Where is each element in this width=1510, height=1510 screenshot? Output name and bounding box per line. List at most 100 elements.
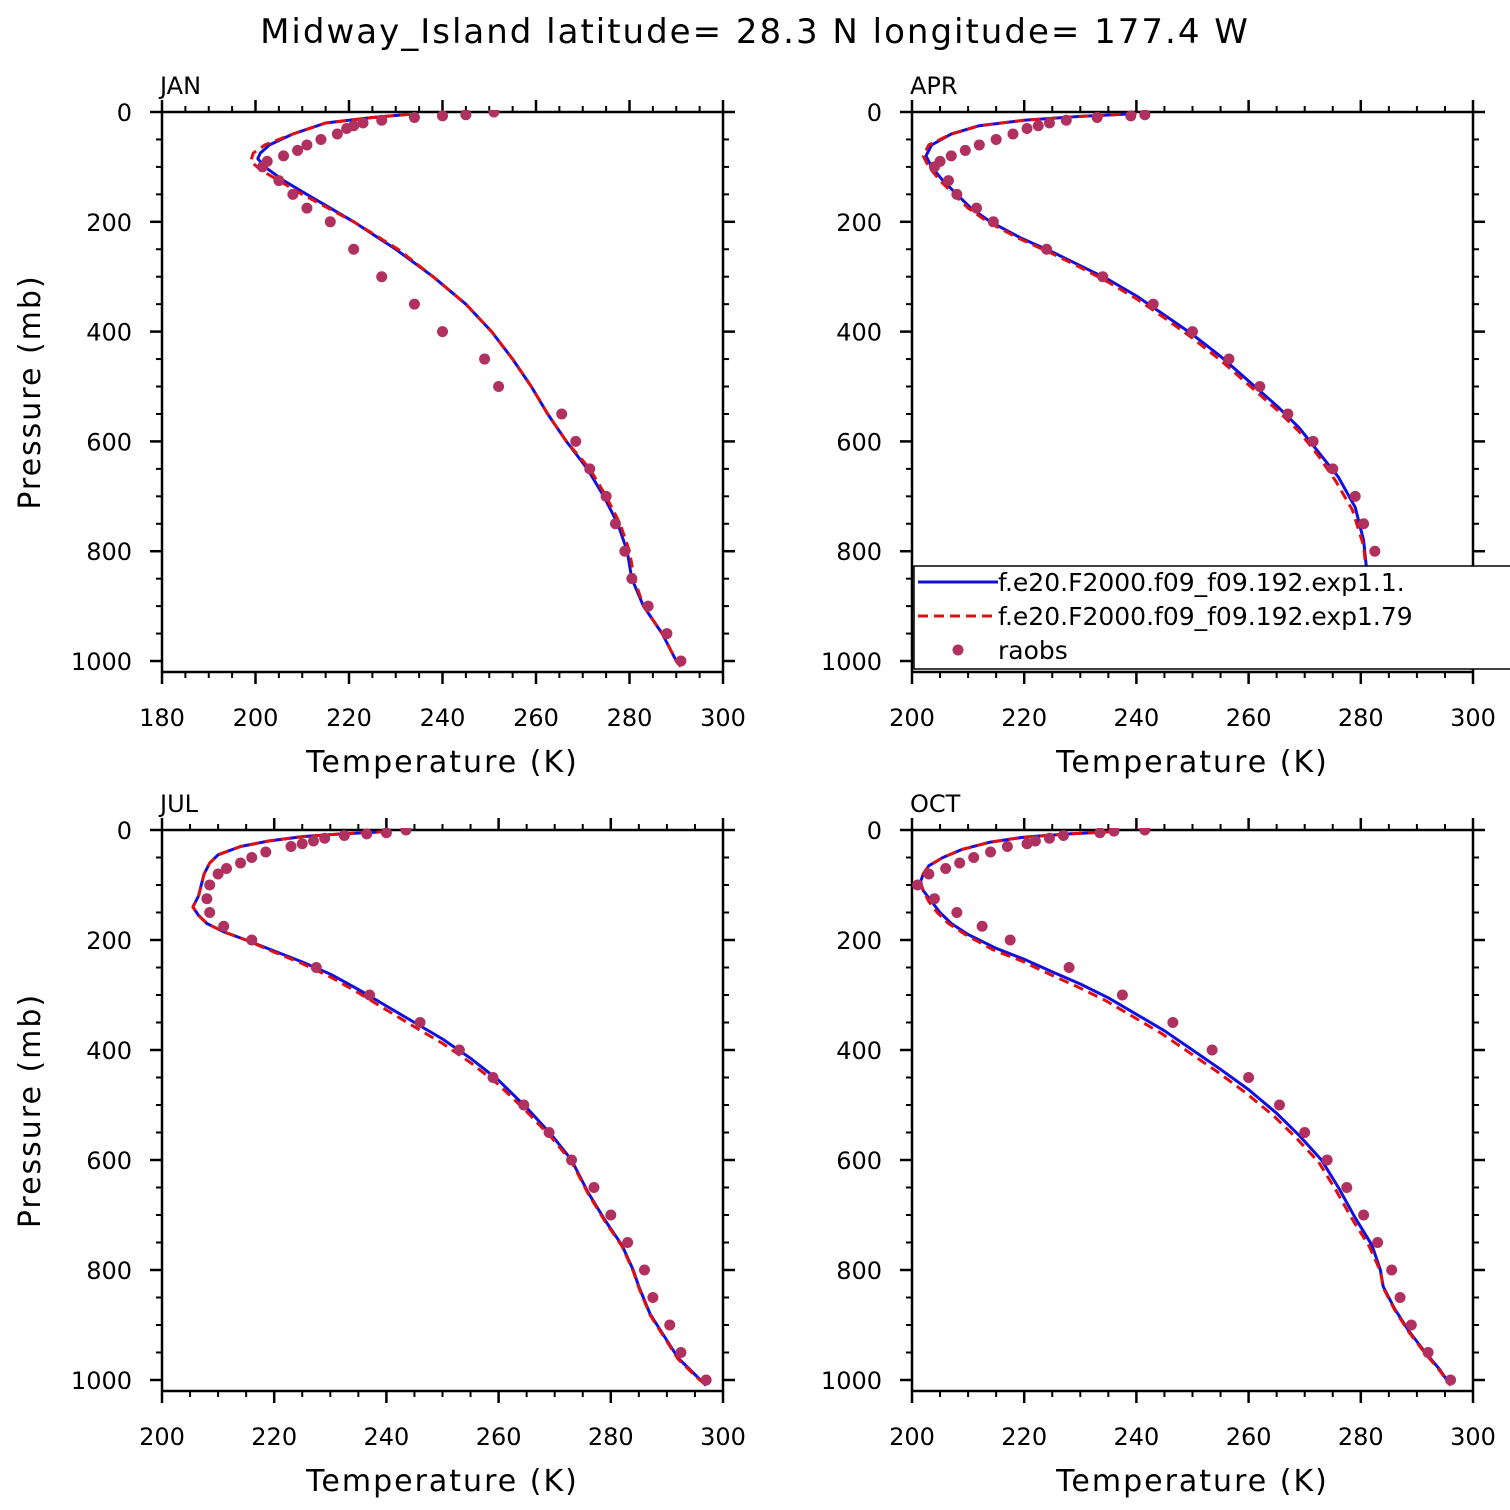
jul-plot-area: [191, 828, 712, 1387]
oct-raobs-point: [1445, 1374, 1457, 1386]
oct-raobs-point: [923, 868, 935, 880]
jan-raobs-point: [357, 117, 369, 129]
apr-raobs-point: [959, 144, 971, 156]
jan-y-axis-title: Pressure (mb): [13, 274, 48, 509]
oct-xtick-label: 260: [1226, 1423, 1272, 1451]
jul-xtick-label: 220: [251, 1423, 297, 1451]
jan-raobs-point: [556, 408, 568, 420]
oct-raobs-point: [1108, 828, 1120, 837]
jan-raobs-point: [341, 122, 353, 134]
apr-raobs-point: [1307, 435, 1319, 447]
jul-raobs-point: [605, 1209, 617, 1221]
apr-raobs-point: [1021, 122, 1033, 134]
oct-raobs-point: [985, 846, 997, 858]
oct-raobs-point: [1001, 841, 1013, 852]
panel-apr: 200 220 240 260 280 300 0 200 400 600 800 1000 APR Te…: [821, 72, 1496, 780]
apr-raobs-point: [1139, 110, 1151, 121]
oct-raobs-point: [1405, 1319, 1417, 1331]
apr-xtick-label: 240: [1113, 704, 1159, 732]
jul-ytick-label: 600: [86, 1147, 132, 1175]
apr-raobs-point: [1254, 381, 1266, 393]
oct-raobs-point: [1299, 1127, 1311, 1138]
apr-x-axis-title: Temperature (K): [1055, 745, 1329, 780]
jul-series-model-exp1-79-line: [191, 830, 708, 1387]
oct-raobs-point: [1063, 962, 1075, 973]
jul-raobs-point: [319, 832, 331, 844]
oct-series-model-exp1-79-line: [918, 830, 1452, 1387]
jul-ytick-label: 1000: [71, 1367, 132, 1395]
jul-raobs-point: [664, 1319, 676, 1331]
jan-raobs-point: [292, 144, 304, 156]
jul-raobs-point: [518, 1099, 530, 1111]
jul-xtick-label: 240: [363, 1423, 409, 1451]
jul-raobs-point: [307, 835, 319, 847]
jan-raobs-point: [584, 463, 596, 475]
oct-raobs-point: [1394, 1292, 1406, 1303]
oct-series-model-exp1-1-line: [918, 830, 1452, 1387]
jan-ytick-label: 400: [86, 319, 132, 347]
jul-raobs-point: [638, 1264, 650, 1276]
oct-raobs-point: [912, 879, 924, 891]
apr-xtick-label: 260: [1226, 704, 1272, 732]
jul-raobs-point: [260, 846, 272, 858]
jul-raobs-point: [675, 1347, 687, 1358]
jul-raobs-point: [453, 1044, 465, 1056]
jan-raobs-point: [460, 110, 472, 121]
jan-xtick-label: 200: [233, 704, 279, 732]
oct-raobs-point: [951, 907, 963, 918]
apr-xtick-label: 280: [1338, 704, 1384, 732]
apr-raobs-point: [1223, 353, 1235, 365]
apr-series-model-exp1-1-line: [924, 112, 1424, 668]
oct-raobs-point: [1139, 828, 1151, 836]
apr-ytick-label: 400: [836, 319, 882, 347]
oct-xtick-label: 240: [1113, 1423, 1159, 1451]
jul-raobs-point: [218, 920, 230, 932]
jan-raobs-point: [376, 271, 388, 283]
apr-series-model-exp1-79-line: [921, 112, 1424, 668]
jul-raobs-point: [235, 857, 247, 869]
oct-raobs-point: [928, 893, 940, 905]
apr-raobs-point: [1369, 545, 1381, 557]
jul-xtick-label: 300: [700, 1423, 746, 1451]
jan-raobs-point: [324, 216, 336, 228]
jul-ytick-label: 200: [86, 927, 132, 955]
jul-panel-label: JUL: [158, 790, 199, 818]
apr-raobs-point: [973, 139, 985, 151]
jan-ytick-label: 1000: [71, 648, 132, 676]
legend-swatch-marker: [952, 644, 964, 656]
oct-raobs-point: [1057, 830, 1069, 841]
jul-raobs-point: [647, 1292, 659, 1303]
jan-ytick-label: 600: [86, 428, 132, 456]
jan-raobs-point: [600, 490, 612, 502]
oct-raobs-point: [968, 852, 980, 863]
jan-series-model-exp1-79-line: [249, 112, 683, 668]
jul-ytick-label: 400: [86, 1037, 132, 1065]
oct-raobs-point: [1206, 1044, 1218, 1056]
apr-raobs-point: [928, 161, 940, 173]
oct-raobs-point: [1029, 835, 1041, 847]
jan-raobs-point: [437, 326, 448, 338]
jan-raobs-point: [273, 175, 285, 187]
oct-plot-area: [912, 828, 1457, 1387]
apr-raobs-point: [1125, 110, 1137, 122]
oct-raobs-point: [1422, 1347, 1434, 1358]
legend-label: f.e20.F2000.f09_f09.192.exp1.1.: [998, 568, 1405, 597]
jul-ytick-label: 800: [86, 1257, 132, 1285]
apr-raobs-point: [1043, 117, 1055, 129]
jan-raobs-point: [287, 188, 299, 200]
panel-jan: 180 200 220 240 260 280 300 0 200 400 600 800 1000 JA…: [13, 72, 746, 780]
oct-raobs-point: [1273, 1099, 1285, 1111]
oct-raobs-point: [1021, 838, 1033, 850]
oct-ytick-label: 1000: [821, 1367, 882, 1395]
jul-raobs-point: [414, 1017, 426, 1028]
apr-raobs-point: [1282, 408, 1294, 420]
apr-raobs-point: [1358, 518, 1370, 530]
apr-raobs-point: [945, 150, 957, 162]
jan-raobs-point: [408, 111, 420, 123]
legend: f.e20.F2000.f09_f09.192.exp1.1. f.e20.F20…: [913, 565, 1510, 670]
oct-xtick-label: 300: [1450, 1423, 1496, 1451]
oct-raobs-point: [954, 857, 966, 869]
jan-xtick-label: 240: [420, 704, 466, 732]
apr-raobs-point: [971, 202, 983, 214]
